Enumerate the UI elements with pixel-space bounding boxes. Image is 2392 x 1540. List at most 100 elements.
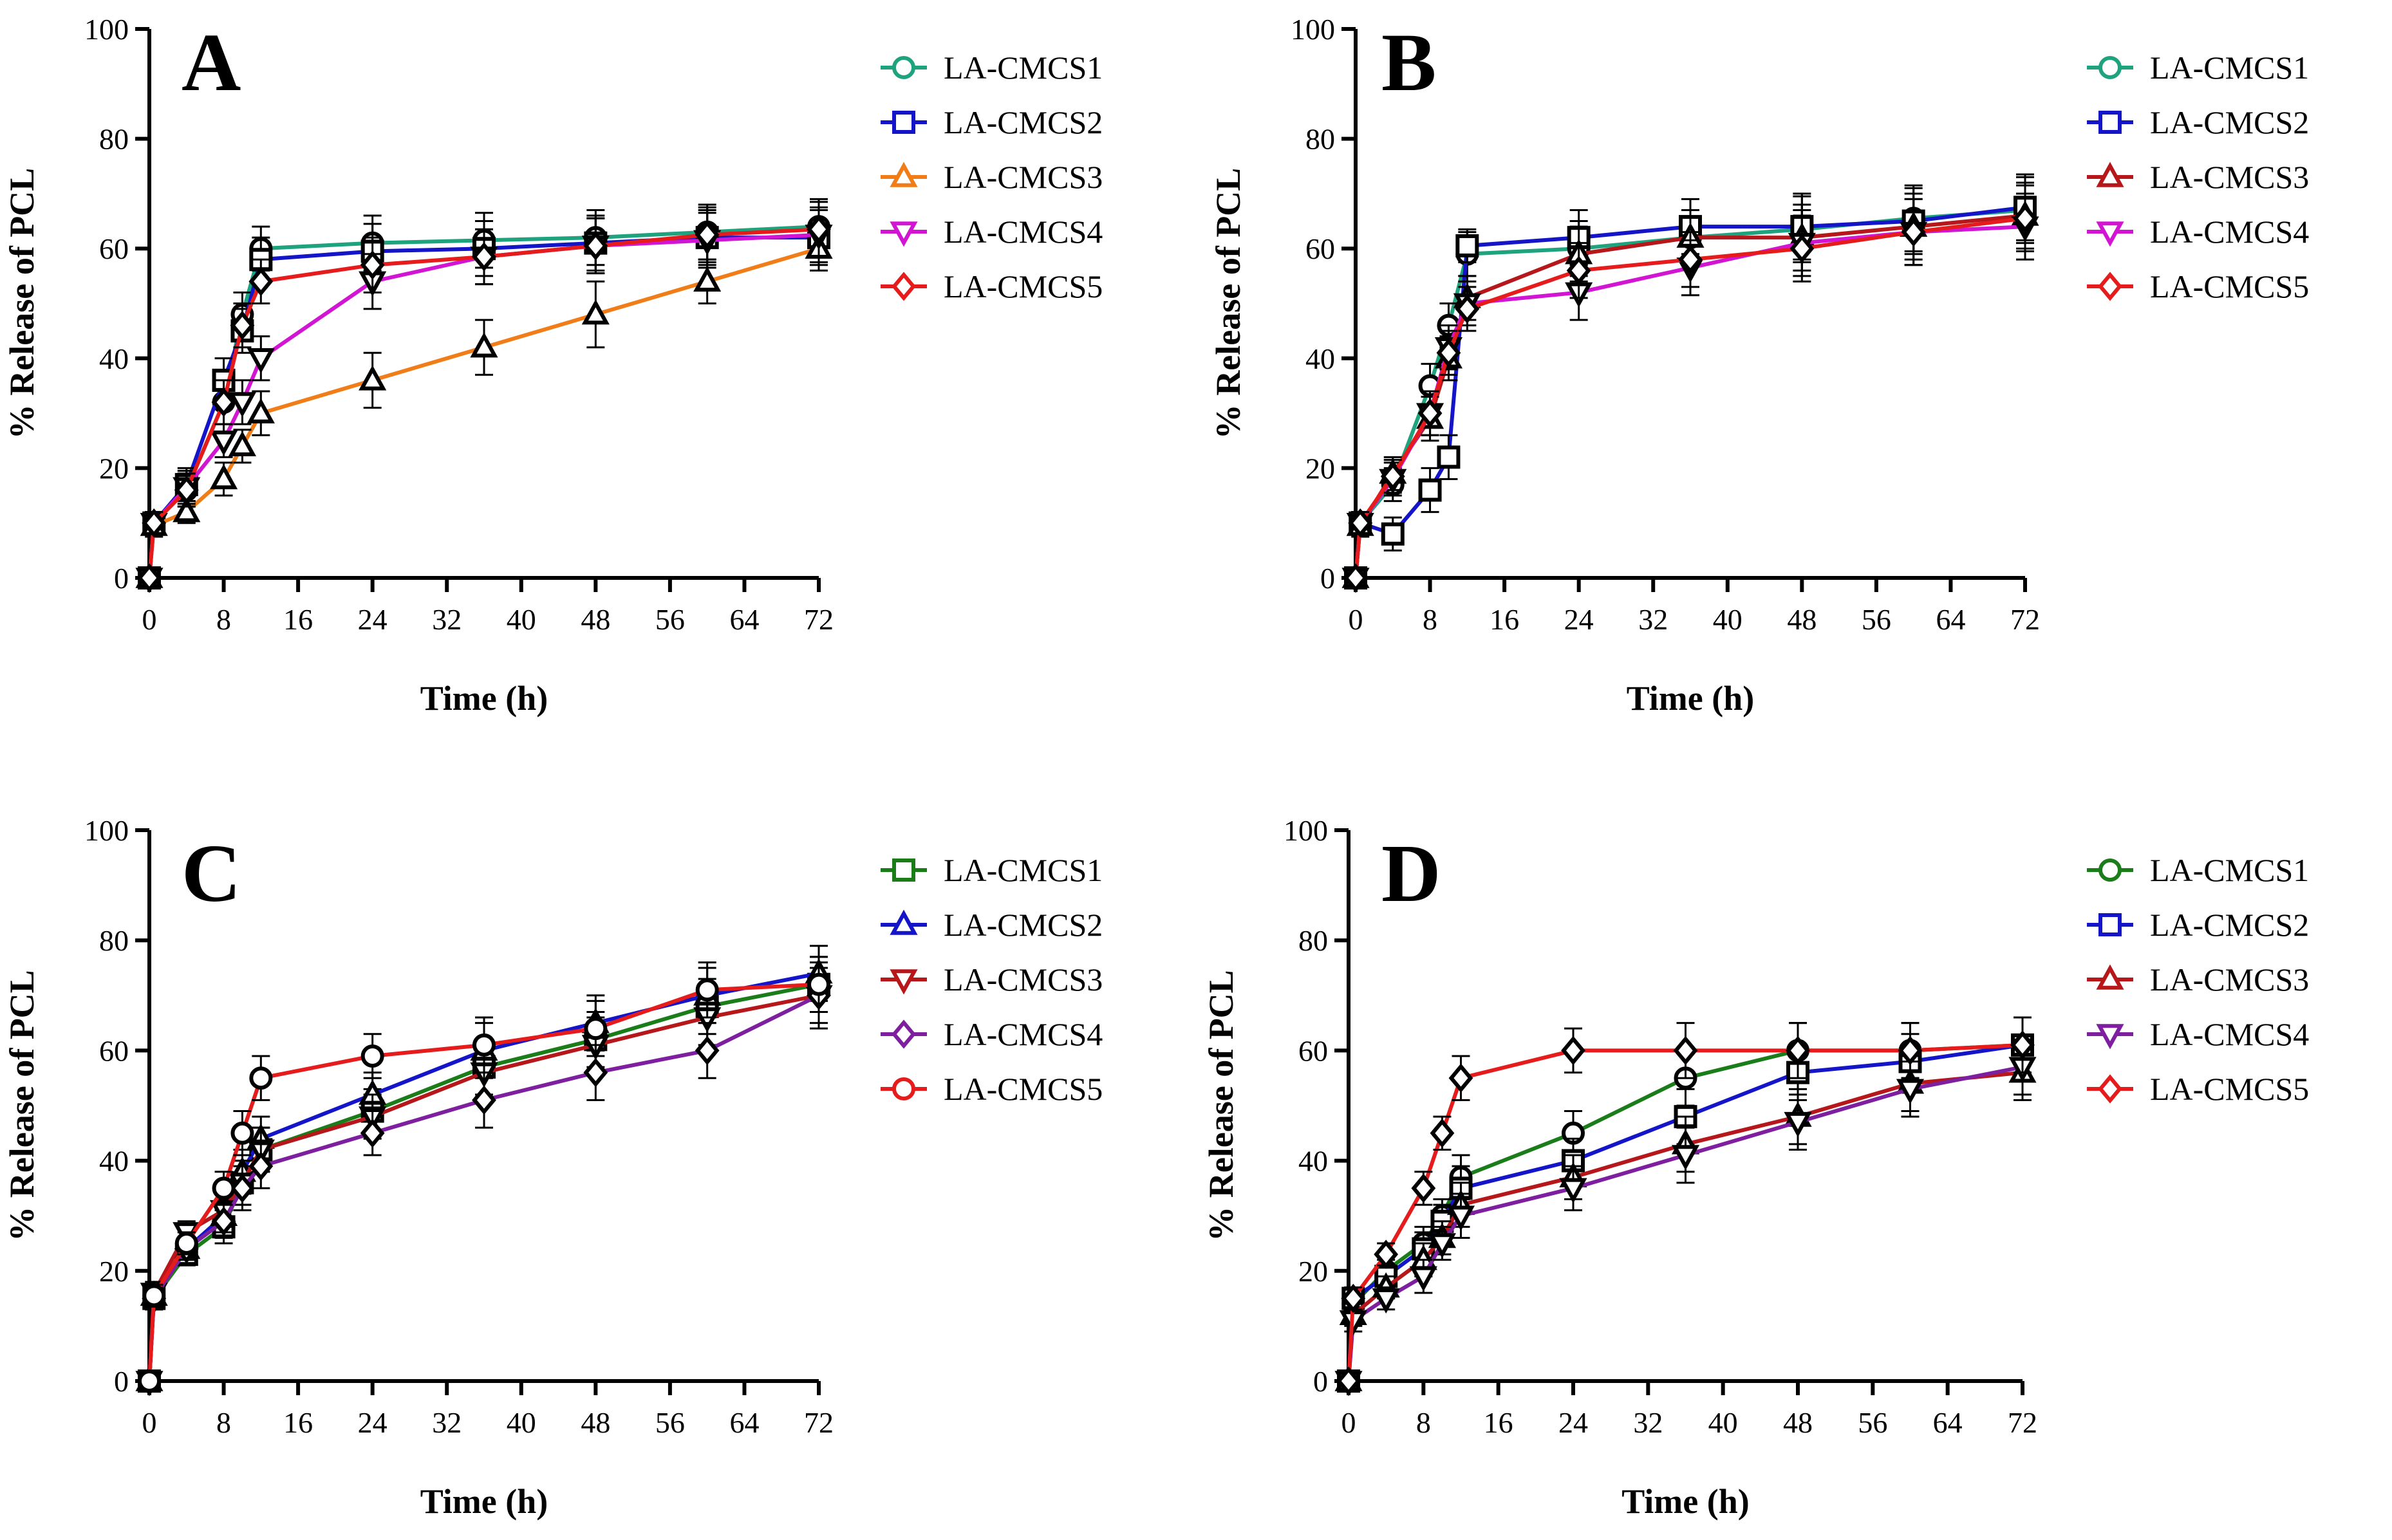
x-tick-label: 8 xyxy=(1423,603,1437,636)
legend-item-la-cmcs5: LA-CMCS5 xyxy=(2087,268,2309,304)
data-point xyxy=(360,1118,385,1148)
legend-item-la-cmcs4: LA-CMCS4 xyxy=(2087,214,2309,250)
legend-label: LA-CMCS5 xyxy=(2150,1071,2309,1107)
data-point xyxy=(248,1151,274,1181)
legend-label: LA-CMCS4 xyxy=(944,214,1103,250)
data-point xyxy=(583,1057,608,1088)
data-point xyxy=(695,978,719,1002)
data-point xyxy=(230,1121,254,1145)
y-tick-label: 80 xyxy=(1298,924,1328,957)
legend-item-la-cmcs5: LA-CMCS5 xyxy=(881,268,1103,304)
y-axis-title: % Release of PCL xyxy=(1209,168,1247,439)
legend-item-la-cmcs1: LA-CMCS1 xyxy=(881,852,1103,888)
data-point xyxy=(472,1085,496,1115)
data-point xyxy=(1671,1145,1700,1171)
data-point xyxy=(1336,1366,1361,1396)
x-tick-label: 64 xyxy=(1936,603,1965,636)
y-tick-label: 0 xyxy=(114,1365,129,1398)
data-point xyxy=(1561,1035,1585,1066)
data-point xyxy=(2010,1030,2035,1060)
data-point xyxy=(1372,1288,1400,1314)
data-point xyxy=(1901,217,1926,247)
data-point xyxy=(1566,255,1591,286)
y-tick-label: 40 xyxy=(99,342,129,375)
data-point xyxy=(695,1035,720,1066)
legend-label: LA-CMCS1 xyxy=(2150,852,2309,888)
data-point xyxy=(142,508,167,538)
y-tick-label: 20 xyxy=(99,1255,129,1288)
legend-marker-icon xyxy=(892,1077,915,1100)
y-tick-label: 80 xyxy=(1305,123,1335,156)
data-point xyxy=(247,398,275,423)
legend-marker-icon xyxy=(2098,272,2122,301)
legend-label: LA-CMCS2 xyxy=(944,104,1103,140)
data-point xyxy=(693,266,722,292)
data-point xyxy=(248,266,274,297)
x-tick-label: 24 xyxy=(1564,603,1594,636)
data-point xyxy=(228,392,257,418)
x-tick-label: 8 xyxy=(216,603,231,636)
legend-label: LA-CMCS5 xyxy=(2150,268,2309,304)
data-point xyxy=(695,220,720,250)
series-la-cmcs5 xyxy=(1343,184,2037,593)
chart-panel-c: 0 20 40 60 80 100 0 8 16 24 32 40 48 56 64 72 Time (h) % … xyxy=(3,814,1103,1521)
legend-label: LA-CMCS1 xyxy=(2150,50,2309,86)
data-point xyxy=(472,1033,496,1057)
y-axis-title: % Release of PCL xyxy=(3,168,41,439)
x-axis-title: Time (h) xyxy=(1621,1482,1750,1521)
y-tick-label: 40 xyxy=(1305,342,1335,375)
data-point xyxy=(470,332,498,358)
y-axis-title: % Release of PCL xyxy=(3,970,41,1241)
legend-label: LA-CMCS1 xyxy=(944,50,1103,86)
data-point xyxy=(1455,234,1479,257)
y-tick-label: 20 xyxy=(1305,452,1335,485)
y-tick-label: 60 xyxy=(1305,232,1335,265)
data-point xyxy=(209,431,238,456)
legend-marker-icon xyxy=(890,162,918,187)
legend-item-la-cmcs5: LA-CMCS5 xyxy=(2087,1071,2309,1107)
data-point xyxy=(174,1232,198,1255)
legend-label: LA-CMCS3 xyxy=(944,159,1103,195)
x-tick-label: 16 xyxy=(1484,1406,1513,1439)
series-la-cmcs5 xyxy=(137,201,831,593)
data-point xyxy=(1409,1266,1437,1292)
x-tick-label: 32 xyxy=(1633,1406,1663,1439)
y-tick-label: 80 xyxy=(99,123,129,156)
legend-item-la-cmcs4: LA-CMCS4 xyxy=(881,1016,1103,1052)
y-tick-label: 100 xyxy=(84,13,129,46)
data-point xyxy=(360,1044,384,1068)
data-point xyxy=(584,1017,608,1041)
y-tick-label: 40 xyxy=(99,1145,129,1178)
legend-label: LA-CMCS1 xyxy=(944,852,1103,888)
legend-marker-icon xyxy=(892,56,915,79)
y-tick-label: 0 xyxy=(1320,562,1335,595)
y-axis-title: % Release of PCL xyxy=(1202,970,1240,1241)
x-tick-label: 48 xyxy=(1783,1406,1813,1439)
x-tick-label: 72 xyxy=(804,1406,834,1439)
x-tick-label: 8 xyxy=(216,1406,231,1439)
x-tick-label: 32 xyxy=(432,1406,462,1439)
legend-item-la-cmcs4: LA-CMCS4 xyxy=(2087,1016,2309,1052)
legend-label: LA-CMCS4 xyxy=(2150,1016,2309,1052)
x-tick-label: 48 xyxy=(581,1406,610,1439)
legend-marker-icon xyxy=(2098,111,2122,134)
x-tick-label: 72 xyxy=(2008,1406,2037,1439)
legend-marker-icon xyxy=(890,221,918,247)
legend-label: LA-CMCS2 xyxy=(2150,104,2309,140)
data-point xyxy=(1380,461,1405,491)
legend-marker-icon xyxy=(2096,162,2124,187)
x-tick-label: 40 xyxy=(507,603,536,636)
panel-letter: B xyxy=(1381,17,1436,108)
panel-letter: D xyxy=(1381,828,1441,919)
data-point xyxy=(1436,338,1461,367)
data-point xyxy=(173,497,201,523)
legend-label: LA-CMCS2 xyxy=(2150,907,2309,943)
legend-label: LA-CMCS3 xyxy=(2150,961,2309,997)
series-la-cmcs5 xyxy=(1336,1016,2035,1396)
data-point xyxy=(1789,234,1815,263)
data-point xyxy=(807,214,831,245)
x-tick-label: 0 xyxy=(142,1406,157,1439)
legend-label: LA-CMCS4 xyxy=(944,1016,1103,1052)
y-tick-label: 60 xyxy=(99,232,129,265)
